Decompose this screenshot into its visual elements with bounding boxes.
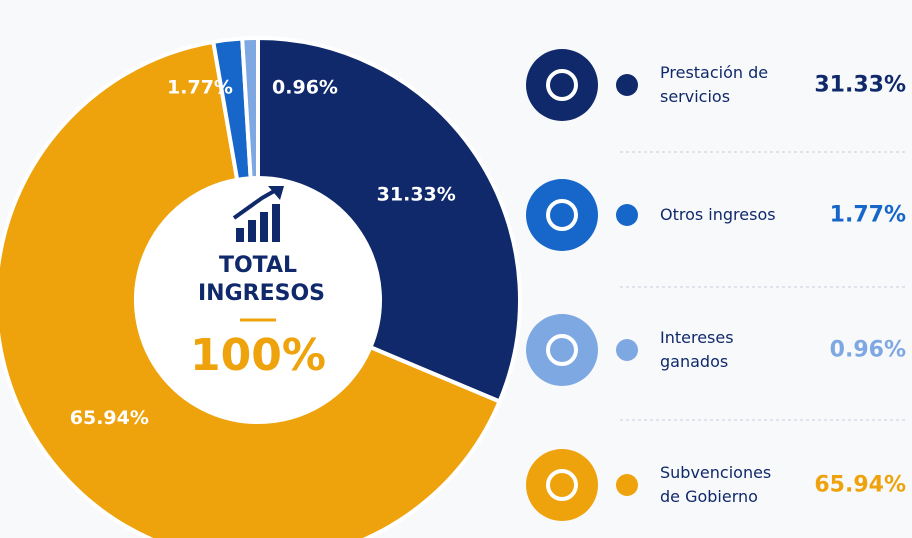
slice-label: 1.77% — [167, 77, 233, 99]
legend-icon-glyph — [546, 469, 578, 501]
legend-icon-glyph — [546, 334, 578, 366]
center-value: 100% — [190, 330, 326, 381]
slice-label: 65.94% — [70, 407, 149, 429]
legend-icon — [526, 314, 598, 386]
legend-value: 0.96% — [829, 337, 906, 363]
slice-label: 0.96% — [272, 77, 338, 99]
legend-icon — [526, 449, 598, 521]
legend-dot — [616, 339, 638, 361]
slice-label: 31.33% — [377, 183, 456, 205]
separators — [620, 151, 905, 421]
legend-label: Prestación de servicios — [660, 63, 769, 106]
center-icon — [232, 186, 284, 242]
center-hole — [136, 178, 380, 422]
legend-dot — [616, 74, 638, 96]
legend-icon-glyph — [546, 199, 578, 231]
legend-icon — [526, 179, 598, 251]
legend-dot — [616, 204, 638, 226]
legend-label: Intereses ganados — [660, 328, 734, 371]
legend-icons — [526, 49, 638, 521]
center-title: TOTAL INGRESOS — [198, 253, 326, 306]
legend-dot — [616, 474, 638, 496]
legend-icon — [526, 49, 598, 121]
legend-label: Subvenciones de Gobierno — [660, 463, 772, 506]
legend-icon-glyph — [546, 69, 578, 101]
slices — [0, 35, 522, 538]
legend-value: 65.94% — [814, 472, 906, 498]
legend-value: 31.33% — [814, 72, 906, 98]
legend-value: 1.77% — [829, 202, 906, 228]
legend-label: Otros ingresos — [660, 205, 776, 224]
